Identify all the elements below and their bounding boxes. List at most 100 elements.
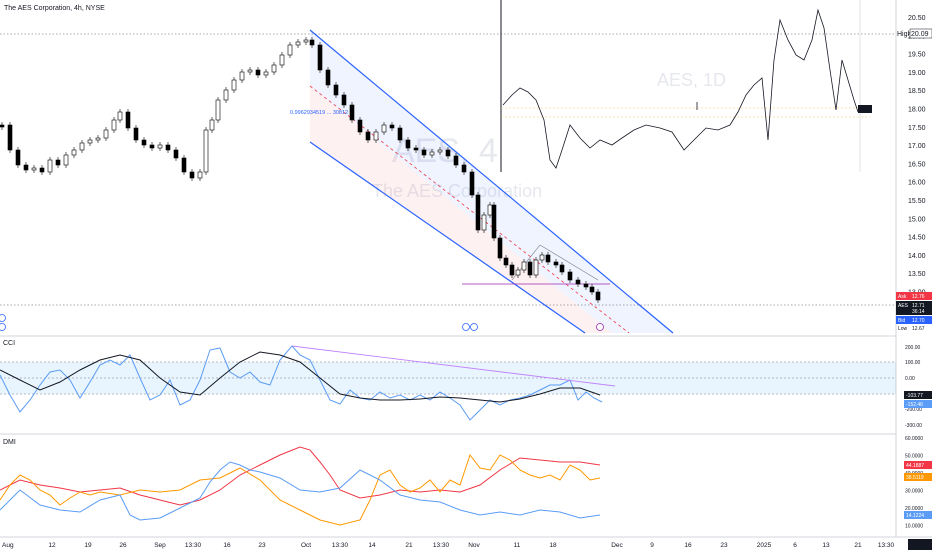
candle-body	[453, 155, 459, 166]
time-tick-label: 26	[119, 542, 127, 549]
low-value: 12.67	[912, 326, 925, 332]
event-icon[interactable]	[596, 323, 604, 331]
candle-body	[141, 139, 147, 146]
candle-body	[567, 271, 573, 281]
watermark-name: The AES Corporation	[372, 181, 542, 201]
countdown: 36:14	[912, 309, 925, 315]
candle-body	[365, 131, 371, 141]
candle-body	[539, 254, 545, 261]
inset-price-badge	[858, 105, 872, 113]
time-tick-label: 13	[822, 542, 830, 549]
time-tick-label: 18	[549, 542, 557, 549]
plus-di-badge	[904, 473, 932, 481]
candle-body	[287, 44, 293, 56]
time-tick-label: 21	[405, 542, 413, 549]
ask-value: 12.76	[912, 294, 925, 300]
price-tick-label: 17.50	[908, 125, 926, 132]
candle-body	[575, 279, 581, 285]
time-tick-label: 23	[258, 542, 266, 549]
channel-label: 0.9962934519 ... 30812	[290, 110, 348, 116]
candle-body	[527, 261, 533, 276]
time-tick-label: 16	[684, 542, 692, 549]
price-axis[interactable]: 20.5020.0019.5019.0018.5018.0017.5017.00…	[908, 15, 926, 315]
cci-tick-label: -200.00	[905, 407, 922, 413]
candle-body	[413, 147, 419, 151]
price-tick-label: 18.50	[908, 88, 926, 95]
cci-tick-label: 200.00	[905, 345, 921, 351]
cci-axis[interactable]: 200.00 100.00 0.00 -200.00 -300.00	[905, 345, 922, 429]
earnings-icon[interactable]	[0, 314, 6, 322]
candle-body	[39, 167, 45, 173]
cci-value-b: -152.46	[906, 402, 923, 408]
earnings-icon[interactable]	[462, 323, 470, 331]
candle-body	[437, 149, 443, 153]
high-value: 20.09	[911, 31, 929, 38]
candle-body	[521, 261, 527, 271]
dmi-minus-line	[0, 461, 601, 521]
last-label: AES	[898, 303, 909, 309]
channel-lower-line[interactable]	[309, 141, 586, 334]
candle-body	[389, 124, 395, 129]
candle-body	[357, 119, 363, 133]
candle-body	[295, 41, 301, 46]
candle-body	[223, 89, 229, 101]
price-tick-label: 14.00	[908, 253, 926, 260]
price-tick-label: 13.50	[908, 271, 926, 278]
price-tick-label: 18.00	[908, 107, 926, 114]
candle-body	[117, 111, 123, 121]
minus-di-value: 14.1224	[906, 513, 924, 519]
candle-body	[503, 257, 509, 266]
earnings-icon[interactable]	[470, 323, 478, 331]
candle-body	[589, 286, 595, 293]
candle-body	[215, 99, 221, 121]
price-tick-label: 16.00	[908, 180, 926, 187]
candle-body	[559, 264, 565, 273]
candle-body	[79, 142, 85, 151]
candle-body	[341, 94, 347, 106]
dmi-tick-label: 50.0000	[905, 454, 923, 460]
channel-upper-line[interactable]	[309, 29, 674, 334]
high-label: High	[897, 31, 912, 38]
earnings-icon[interactable]	[0, 323, 6, 331]
dmi-tick-label: 20.0000	[905, 506, 923, 512]
inset-price-line	[502, 8, 859, 169]
candle-body	[263, 71, 269, 76]
channel-median-line[interactable]	[309, 85, 630, 334]
candle-body	[481, 214, 487, 231]
candle-body	[595, 291, 601, 301]
cci-value-a: -103.77	[906, 393, 923, 399]
watermark-ticker: AES, 4	[392, 132, 498, 170]
candle-body	[181, 157, 187, 173]
time-tick-label: 16	[223, 542, 231, 549]
inset-watermark: AES, 1D	[657, 70, 726, 90]
candle-body	[95, 137, 101, 141]
price-tick-label: 20.50	[908, 15, 926, 22]
candle-body	[515, 269, 521, 276]
candle-body	[429, 151, 435, 156]
cci-trendline[interactable]	[291, 345, 616, 387]
time-tick-label: 21	[854, 542, 862, 549]
time-axis[interactable]: Aug 12 19 26 Sep 13:30 16 23 Oct 13:30 14 21 13:30 No…	[2, 542, 895, 549]
bid-label: Bid	[898, 318, 905, 324]
low-label: Low	[898, 326, 908, 332]
candle-body	[271, 64, 277, 73]
cci-tick-label: -300.00	[905, 423, 922, 429]
candle-body	[173, 149, 179, 159]
candle-body	[397, 127, 403, 141]
price-tick-label: 15.00	[908, 216, 926, 223]
candles[interactable]	[0, 37, 601, 303]
ask-badge	[896, 292, 932, 300]
candle-body	[189, 171, 195, 179]
cci-smoothing-line	[0, 351, 601, 403]
candle-body	[15, 149, 21, 166]
candle-body	[509, 264, 515, 276]
triangle-drawing[interactable]	[511, 244, 599, 281]
price-tick-label: 19.50	[908, 52, 926, 59]
bid-badge	[896, 316, 932, 324]
cci-value-badge	[904, 400, 932, 408]
adx-badge	[904, 461, 932, 469]
high-badge	[909, 28, 932, 39]
candle-body	[239, 71, 245, 81]
candle-body	[279, 54, 285, 66]
